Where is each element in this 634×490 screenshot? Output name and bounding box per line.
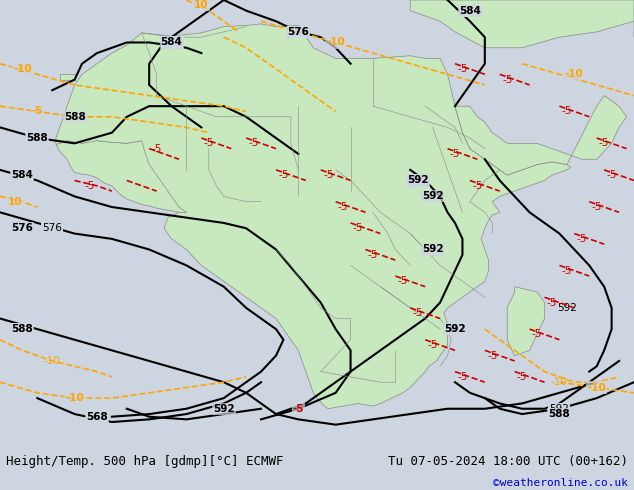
Text: -5: -5 xyxy=(152,144,162,154)
Text: 588: 588 xyxy=(548,409,571,419)
Text: Tu 07-05-2024 18:00 UTC (00+162): Tu 07-05-2024 18:00 UTC (00+162) xyxy=(387,455,628,468)
Text: -5: -5 xyxy=(427,340,438,350)
Text: -5: -5 xyxy=(562,106,572,117)
Text: -10: -10 xyxy=(565,69,584,79)
Polygon shape xyxy=(410,0,634,48)
Text: -5: -5 xyxy=(547,297,557,308)
Text: -5: -5 xyxy=(576,234,587,244)
Text: -10: -10 xyxy=(13,64,32,74)
Text: -10: -10 xyxy=(44,356,61,366)
Text: 10: 10 xyxy=(194,0,209,10)
Text: 576: 576 xyxy=(11,223,34,233)
Text: -5: -5 xyxy=(607,170,617,180)
Text: -5: -5 xyxy=(249,138,259,148)
Polygon shape xyxy=(56,24,571,409)
Text: -10: -10 xyxy=(14,64,31,74)
Text: 588: 588 xyxy=(27,133,47,143)
Text: 592: 592 xyxy=(550,404,569,414)
Text: -10: -10 xyxy=(588,383,605,392)
Text: 568: 568 xyxy=(87,412,107,422)
Text: 584: 584 xyxy=(11,170,34,180)
Text: -10: -10 xyxy=(551,377,568,387)
Text: -5: -5 xyxy=(398,276,408,286)
Text: 584: 584 xyxy=(13,170,32,180)
Text: -5: -5 xyxy=(204,138,214,148)
Text: 10: 10 xyxy=(8,196,22,207)
Text: 588: 588 xyxy=(27,133,48,143)
Text: 592: 592 xyxy=(422,245,443,254)
Text: 584: 584 xyxy=(160,37,183,48)
Text: 576: 576 xyxy=(42,223,62,233)
Text: -5: -5 xyxy=(323,170,333,180)
Polygon shape xyxy=(56,82,304,215)
Text: 588: 588 xyxy=(550,409,569,419)
Text: -5: -5 xyxy=(487,351,498,361)
Text: 592: 592 xyxy=(407,175,429,186)
Text: ©weatheronline.co.uk: ©weatheronline.co.uk xyxy=(493,478,628,489)
Polygon shape xyxy=(60,74,75,80)
Text: -5: -5 xyxy=(293,404,304,414)
Text: 576: 576 xyxy=(287,27,309,37)
Text: -5: -5 xyxy=(457,64,468,74)
Text: 592: 592 xyxy=(444,324,466,334)
Text: 592: 592 xyxy=(557,303,577,313)
Text: -10: -10 xyxy=(65,393,84,403)
Text: -10: -10 xyxy=(587,383,606,392)
Text: 588: 588 xyxy=(11,324,33,334)
Text: -10: -10 xyxy=(327,37,345,48)
Text: -5: -5 xyxy=(502,74,512,85)
Text: 592: 592 xyxy=(213,404,235,414)
Text: -5: -5 xyxy=(517,372,527,382)
Text: -5: -5 xyxy=(368,250,378,260)
Text: 584: 584 xyxy=(459,5,481,16)
Text: -5: -5 xyxy=(278,170,288,180)
Text: 588: 588 xyxy=(13,324,32,334)
Polygon shape xyxy=(507,287,545,356)
Text: -5: -5 xyxy=(413,308,423,318)
Text: 592: 592 xyxy=(422,192,443,201)
Text: -5: -5 xyxy=(32,106,42,117)
Text: -5: -5 xyxy=(562,266,572,276)
Text: 584: 584 xyxy=(460,5,480,16)
Text: Height/Temp. 500 hPa [gdmp][°C] ECMWF: Height/Temp. 500 hPa [gdmp][°C] ECMWF xyxy=(6,455,284,468)
Text: 568: 568 xyxy=(86,412,108,422)
Text: 592: 592 xyxy=(408,175,427,186)
Text: -10: -10 xyxy=(566,69,583,79)
Text: -10: -10 xyxy=(66,393,83,403)
Text: -5: -5 xyxy=(532,329,542,340)
Text: -5: -5 xyxy=(84,181,94,191)
Text: -5: -5 xyxy=(592,202,602,212)
Text: 10: 10 xyxy=(8,196,22,207)
Text: -5: -5 xyxy=(450,149,460,159)
Text: -5: -5 xyxy=(32,106,43,117)
Text: 584: 584 xyxy=(162,37,181,48)
Text: -5: -5 xyxy=(599,138,609,148)
Text: -5: -5 xyxy=(338,202,348,212)
Text: 576: 576 xyxy=(288,27,308,37)
Text: -5: -5 xyxy=(457,372,468,382)
Polygon shape xyxy=(455,96,626,175)
Text: 592: 592 xyxy=(444,324,466,334)
Text: -5: -5 xyxy=(353,223,363,233)
Text: 588: 588 xyxy=(63,112,86,122)
Text: 10: 10 xyxy=(195,0,208,10)
Text: -10: -10 xyxy=(327,37,344,48)
Text: -5: -5 xyxy=(472,181,482,191)
